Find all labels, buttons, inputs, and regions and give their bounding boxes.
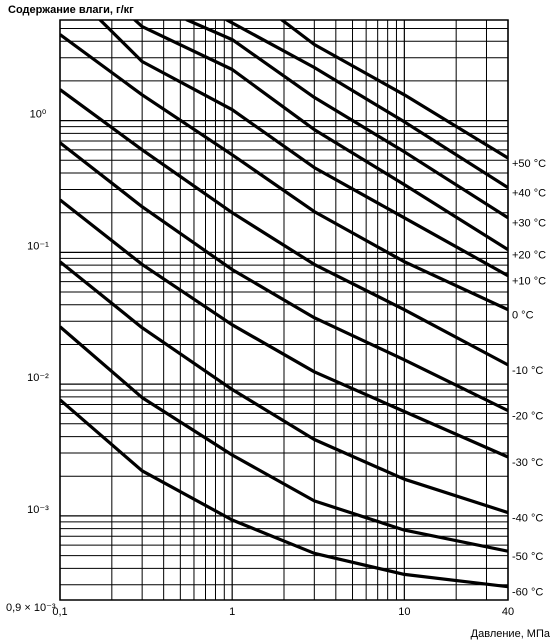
series-label: -10 °C	[512, 365, 543, 377]
data-line	[60, 398, 508, 589]
data-line	[185, 20, 508, 220]
series-label: 0 °C	[512, 310, 534, 322]
data-line	[60, 33, 508, 312]
data-line	[60, 141, 508, 413]
y-tick-label: 10⁻²	[27, 372, 49, 384]
series-label: +40 °C	[512, 188, 546, 200]
data-line	[225, 20, 508, 189]
series-label: +10 °C	[512, 276, 546, 288]
series-label: -40 °C	[512, 512, 543, 524]
x-axis-title: Давление, МПа	[471, 628, 551, 640]
series-label: -60 °C	[512, 587, 543, 599]
x-tick-label: 0,1	[52, 606, 67, 618]
y-tick-label: 10⁻³	[27, 504, 49, 516]
data-line	[60, 325, 508, 553]
series-label: +30 °C	[512, 218, 546, 230]
data-line	[60, 198, 508, 459]
y-tick-label: 10⁰	[30, 109, 47, 121]
y-tick-label: 10⁻¹	[27, 240, 49, 252]
data-line	[98, 20, 508, 278]
data-line	[133, 20, 508, 251]
data-line	[60, 260, 508, 515]
series-label: -30 °C	[512, 457, 543, 469]
x-tick-label: 40	[502, 606, 514, 618]
x-tick-label: 1	[229, 606, 235, 618]
series-label: -50 °C	[512, 551, 543, 563]
series-label: -20 °C	[512, 410, 543, 422]
y-axis-title: Содержание влаги, г/кг	[8, 4, 134, 16]
x-tick-label: 10	[398, 606, 410, 618]
corner-label: 0,9 × 10⁻³	[6, 602, 56, 614]
data-line	[60, 88, 508, 367]
series-label: +20 °C	[512, 249, 546, 261]
data-line	[280, 20, 508, 160]
series-label: +50 °C	[512, 158, 546, 170]
